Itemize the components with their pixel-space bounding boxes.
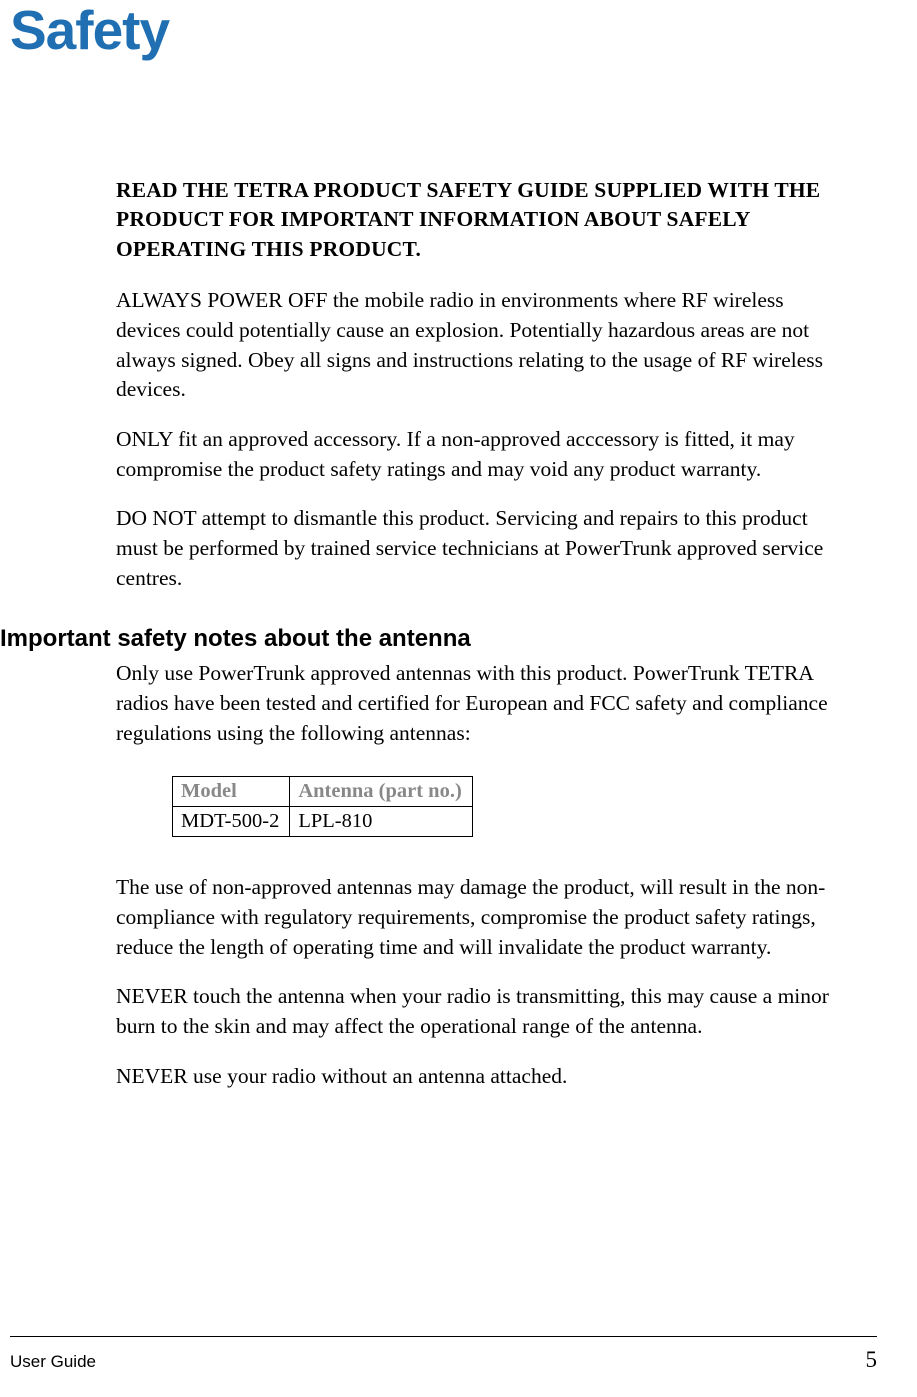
table-cell-model: MDT-500-2 (173, 807, 290, 837)
footer-doc-title: User Guide (10, 1352, 96, 1372)
paragraph-accessory: ONLY fit an approved accessory. If a non… (116, 425, 847, 484)
paragraph-non-approved: The use of non-approved antennas may dam… (116, 873, 847, 962)
table-row: MDT-500-2 LPL-810 (173, 807, 473, 837)
footer-page-number: 5 (866, 1347, 878, 1373)
table-header-row: Model Antenna (part no.) (173, 777, 473, 807)
intro-bold-paragraph: READ THE TETRA PRODUCT SAFETY GUIDE SUPP… (116, 176, 847, 265)
paragraph-never-use-without: NEVER use your radio without an antenna … (116, 1062, 847, 1092)
table-header-antenna: Antenna (part no.) (290, 777, 472, 807)
table-header-model: Model (173, 777, 290, 807)
body-area: READ THE TETRA PRODUCT SAFETY GUIDE SUPP… (0, 61, 877, 1092)
chapter-title: Safety (0, 0, 877, 61)
page-container: Safety READ THE TETRA PRODUCT SAFETY GUI… (0, 0, 917, 1397)
page-footer: User Guide 5 (10, 1336, 877, 1373)
paragraph-dismantle: DO NOT attempt to dismantle this product… (116, 504, 847, 593)
paragraph-approved-antennas: Only use PowerTrunk approved antennas wi… (116, 659, 847, 748)
section-heading-antenna: Important safety notes about the antenna (0, 625, 847, 653)
table-cell-antenna: LPL-810 (290, 807, 472, 837)
footer-inner: User Guide 5 (10, 1347, 877, 1373)
paragraph-power-off: ALWAYS POWER OFF the mobile radio in env… (116, 286, 847, 405)
paragraph-never-touch: NEVER touch the antenna when your radio … (116, 982, 847, 1041)
antenna-table: Model Antenna (part no.) MDT-500-2 LPL-8… (172, 776, 473, 837)
